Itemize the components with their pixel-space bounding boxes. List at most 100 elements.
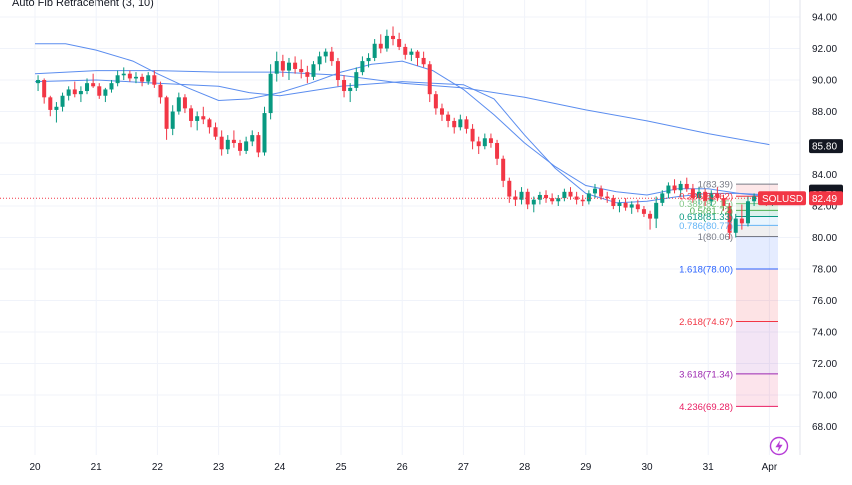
candle — [127, 70, 132, 82]
y-tick-label: 82.00 — [812, 202, 837, 213]
candle — [635, 199, 640, 213]
candle — [366, 53, 371, 68]
candle — [176, 92, 181, 115]
y-tick-label: 74.00 — [812, 328, 837, 339]
candle-body — [727, 206, 732, 233]
candle — [286, 57, 291, 80]
tradingview-lightning-icon[interactable] — [769, 436, 789, 456]
candle-body — [348, 87, 353, 92]
candle-body — [580, 199, 585, 202]
candle-body — [476, 141, 481, 147]
candle — [146, 72, 151, 85]
candle — [91, 73, 96, 88]
candle — [482, 133, 487, 150]
fib-level-label: 0.382(82.15) — [679, 199, 733, 210]
candle — [733, 213, 738, 238]
candle-body — [238, 143, 243, 151]
candle — [372, 39, 377, 62]
candle-body — [617, 202, 622, 206]
candle-body — [556, 198, 561, 202]
candle-body — [354, 72, 359, 88]
candle-body — [213, 127, 218, 137]
candle — [409, 48, 414, 62]
x-tick-label: 20 — [29, 462, 41, 473]
candle — [556, 194, 561, 206]
candle — [605, 191, 610, 203]
y-tick-label: 70.00 — [812, 391, 837, 402]
indicator-title: Auto Fib Retracement (3, 10) — [12, 0, 154, 9]
fib-level-label: 2.618(74.67) — [679, 317, 733, 328]
candle — [641, 206, 646, 218]
candle-body — [488, 138, 493, 143]
candle-body — [335, 61, 340, 80]
candle-body — [133, 76, 138, 79]
candle-body — [176, 97, 181, 112]
candle — [666, 182, 671, 199]
candle-body — [666, 185, 671, 194]
candle-body — [599, 188, 604, 197]
candle — [568, 187, 573, 200]
x-tick-label: 27 — [458, 462, 470, 473]
candle — [397, 32, 402, 51]
x-tick-label: 21 — [91, 462, 103, 473]
candle — [182, 94, 187, 114]
candle-body — [531, 199, 536, 205]
candle — [293, 56, 298, 74]
candle-body — [189, 108, 194, 121]
candle — [586, 190, 591, 205]
candle-body — [568, 191, 573, 197]
candle — [745, 196, 750, 227]
price-tag-text: 85.80 — [812, 142, 837, 153]
candle-body — [152, 75, 157, 85]
candle-body — [72, 89, 77, 95]
candle-body — [280, 61, 285, 71]
candle — [507, 177, 512, 203]
y-tick-label: 72.00 — [812, 359, 837, 370]
candle-body — [256, 135, 261, 153]
x-tick-label: Apr — [762, 462, 778, 473]
candle — [617, 199, 622, 213]
candle — [85, 78, 90, 95]
candle-body — [537, 194, 542, 200]
candle-body — [495, 143, 500, 159]
candle — [592, 183, 597, 199]
candle-body — [648, 213, 653, 219]
candle-body — [697, 191, 702, 199]
candle-body — [654, 202, 659, 219]
current-price-tag: 82.49 — [809, 191, 843, 206]
candle-body — [293, 62, 298, 69]
fib-level-label: 3.618(71.34) — [679, 369, 733, 380]
candle-body — [733, 218, 738, 233]
candle-body — [311, 64, 316, 77]
price-axis[interactable]: 94.0092.0090.0088.0086.0084.0082.0080.00… — [812, 13, 837, 434]
candle-body — [611, 198, 616, 206]
candle — [721, 194, 726, 211]
candle-body — [550, 198, 555, 202]
candle — [103, 87, 108, 103]
time-axis[interactable]: 20 21 22 23 24 25 26 27 28 29 30 31 Apr — [29, 462, 777, 473]
candle — [433, 91, 438, 115]
candle — [207, 117, 212, 134]
candle-body — [739, 218, 744, 224]
candle — [458, 114, 463, 131]
candle — [464, 116, 469, 134]
candle-body — [60, 95, 65, 107]
candle — [109, 80, 114, 93]
candle — [238, 139, 243, 156]
candle-body — [513, 196, 518, 200]
candle-body — [752, 196, 757, 202]
candle-body — [721, 198, 726, 206]
candle-body — [262, 113, 267, 153]
candle-body — [201, 116, 206, 120]
candle — [727, 202, 732, 240]
candle — [262, 106, 267, 156]
candle — [268, 64, 273, 120]
current-price-tag-bg — [809, 191, 843, 206]
candle — [421, 51, 426, 68]
candle — [648, 210, 653, 230]
moving-average-line — [34, 70, 770, 146]
candle — [501, 155, 506, 188]
candle-body — [482, 138, 487, 147]
fib-zone — [736, 210, 778, 217]
